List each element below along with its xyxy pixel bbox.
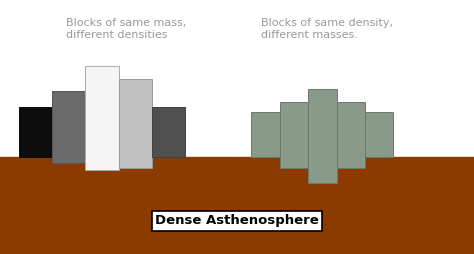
- Bar: [308, 89, 337, 183]
- Bar: [19, 107, 52, 157]
- Bar: [118, 79, 152, 168]
- Bar: [337, 102, 365, 168]
- Bar: [85, 66, 118, 170]
- Text: Blocks of same density,
different masses.: Blocks of same density, different masses…: [261, 18, 392, 40]
- Bar: [152, 107, 185, 157]
- Bar: [251, 112, 280, 157]
- Bar: [280, 102, 308, 168]
- Bar: [0, 157, 474, 254]
- Bar: [365, 112, 393, 157]
- Text: Blocks of same mass,
different densities: Blocks of same mass, different densities: [66, 18, 187, 40]
- Bar: [52, 91, 85, 163]
- Text: Dense Asthenosphere: Dense Asthenosphere: [155, 214, 319, 228]
